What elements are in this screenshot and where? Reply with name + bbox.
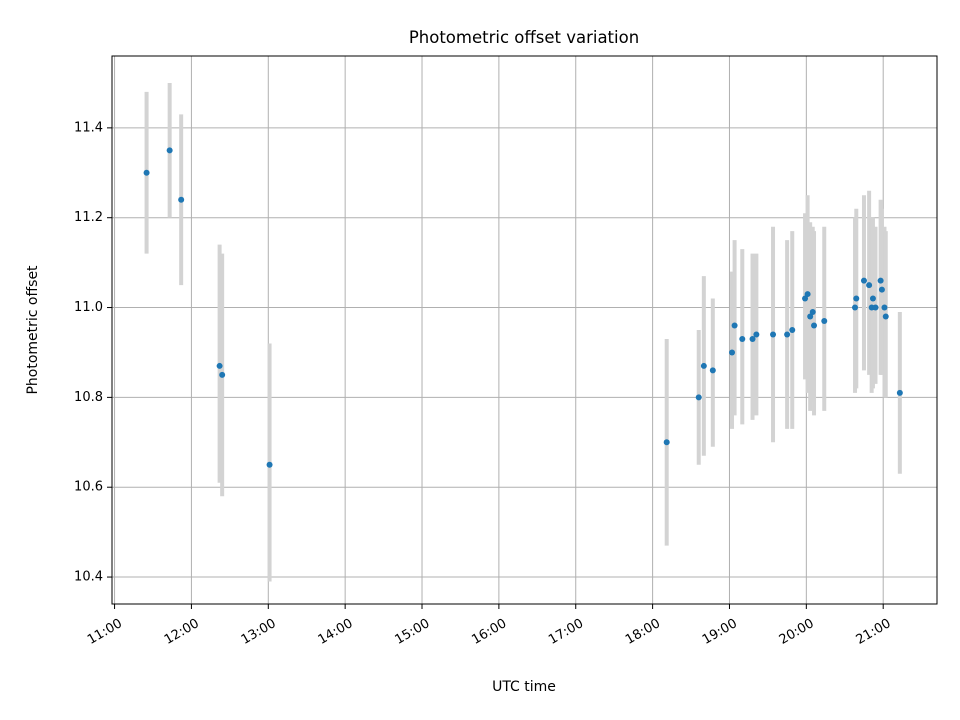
data-point [663,439,670,446]
data-point [860,277,867,284]
data-point [866,282,873,289]
data-point [789,327,796,333]
y-axis-title: Photometric offset [25,265,41,395]
data-point [695,394,702,401]
data-point [753,331,760,338]
data-point [166,147,173,154]
data-point [882,313,889,320]
data-point [807,313,814,320]
data-point [784,331,791,338]
data-point [219,371,226,378]
y-tick-label: 11.0 [74,300,103,315]
data-point [869,295,876,302]
data-point [770,331,777,338]
data-point [896,389,903,396]
y-tick-label: 10.8 [74,390,103,405]
data-points [143,147,903,468]
data-point [881,304,888,311]
data-point [749,335,756,342]
data-point [878,286,885,293]
y-tick-label: 10.6 [74,480,103,495]
plot-area-frame [111,55,938,605]
data-point [852,304,859,311]
data-point [804,291,811,298]
data-point [811,322,818,329]
y-tick-label: 11.2 [74,210,103,225]
data-point [700,362,707,369]
data-point [853,295,860,302]
data-point [739,335,746,342]
data-point [809,309,816,316]
data-point [731,322,738,329]
data-point [877,277,884,284]
chart-title: Photometric offset variation [409,28,639,47]
y-tick-label: 11.4 [74,120,103,135]
data-point [729,349,736,356]
data-point [802,295,809,302]
data-point [178,196,185,203]
data-point [821,318,828,325]
data-point [216,362,223,369]
data-point [143,169,150,176]
data-point [872,304,879,311]
x-axis-title: UTC time [492,679,556,695]
data-point [266,461,273,468]
y-tick-label: 10.4 [74,570,103,585]
data-point [709,367,716,374]
